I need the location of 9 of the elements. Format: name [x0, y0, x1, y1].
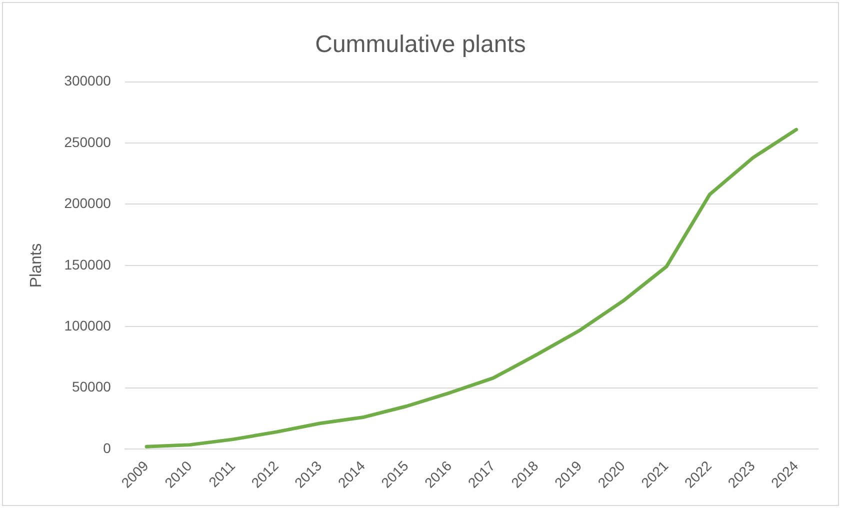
- y-tick-label: 0: [103, 440, 112, 456]
- y-tick-label: 300000: [64, 72, 112, 89]
- y-tick-label: 150000: [64, 256, 112, 272]
- y-axis-title: Plants: [28, 243, 46, 288]
- chart-title: Cummulative plants: [315, 31, 526, 58]
- y-tick-label: 200000: [64, 195, 112, 212]
- y-tick-label: 100000: [64, 318, 112, 334]
- y-tick-label: 250000: [64, 134, 112, 150]
- y-tick-label: 50000: [72, 378, 112, 395]
